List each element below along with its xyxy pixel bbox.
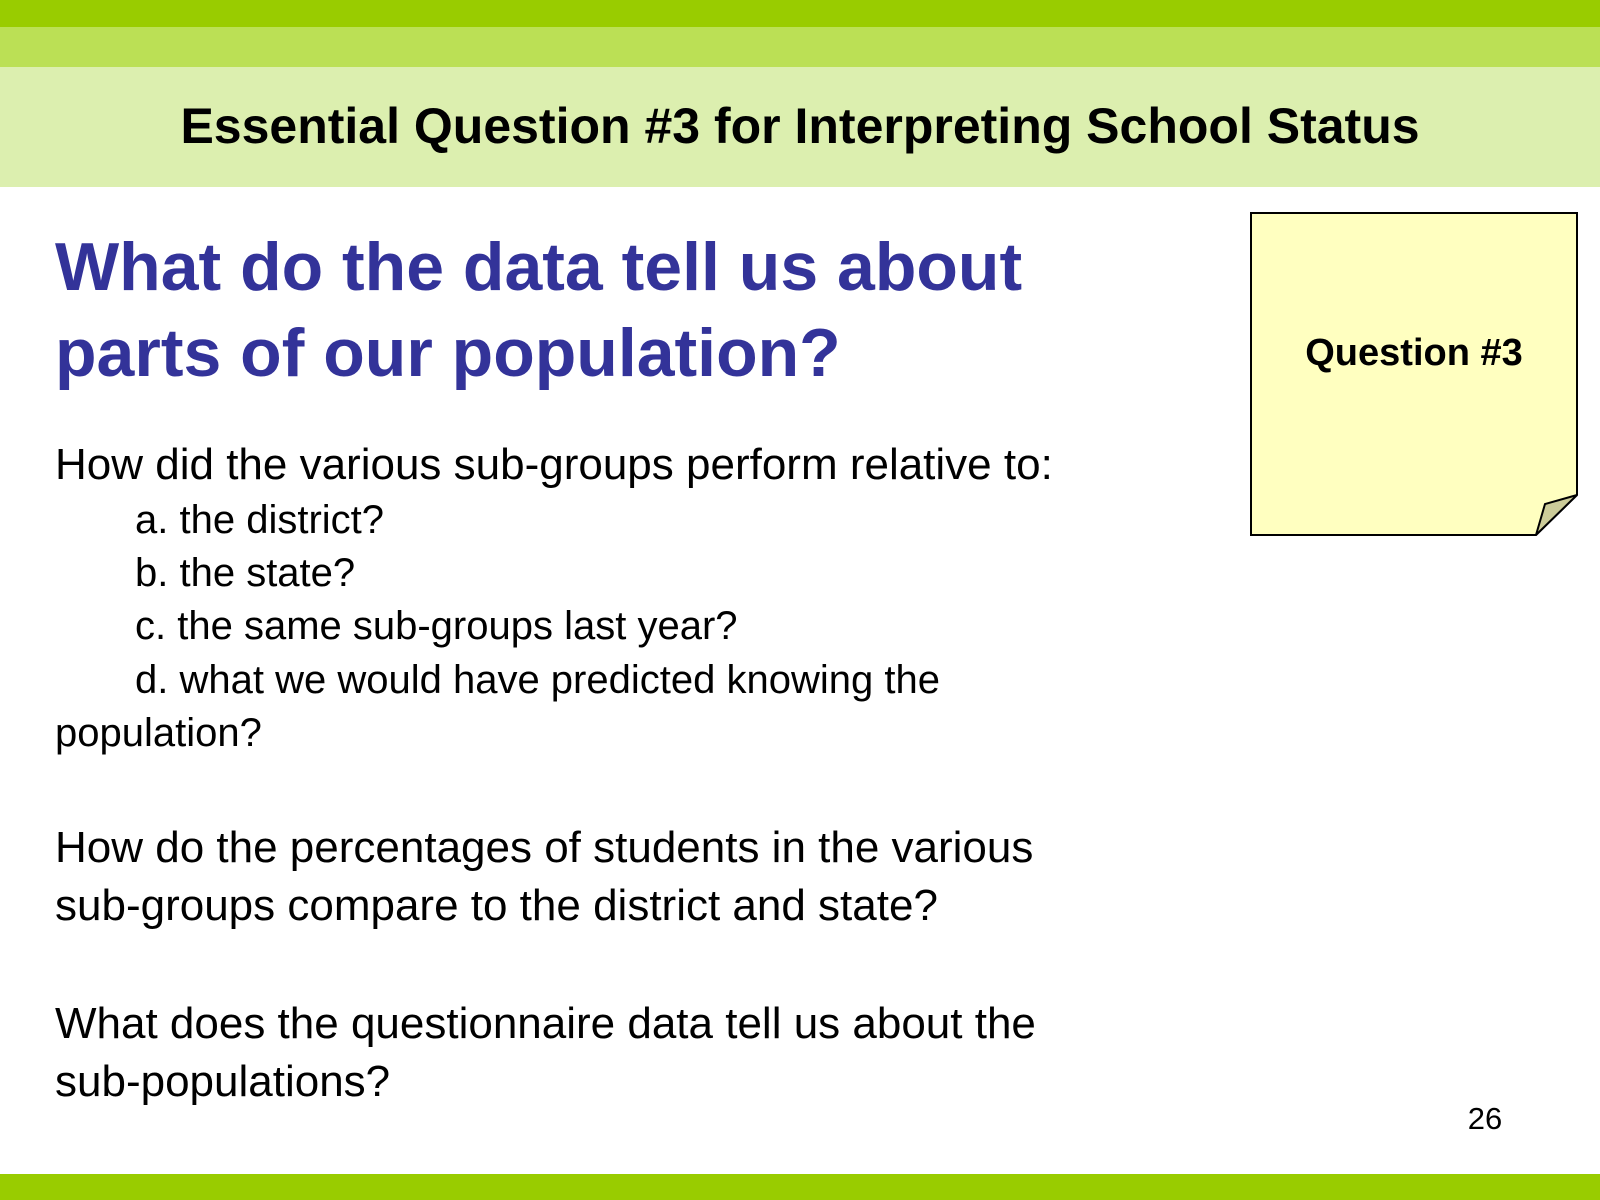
question-2-line-2: sub-groups compare to the district and s… — [55, 881, 938, 930]
top-accent-band — [0, 0, 1600, 27]
header-band — [0, 67, 1600, 187]
question-1-item-d: d. what we would have predicted knowing … — [135, 658, 940, 702]
question-1-item-a: a. the district? — [135, 498, 385, 542]
sticky-note-folded-corner — [1533, 494, 1578, 539]
question-3-line-2: sub-populations? — [55, 1057, 391, 1106]
main-heading-line-1: What do the data tell us about — [55, 229, 1023, 305]
sticky-note-shape — [1250, 212, 1578, 539]
top-secondary-band — [0, 27, 1600, 67]
question-3-line-1: What does the questionnaire data tell us… — [55, 999, 1036, 1048]
question-2-line-1: How do the percentages of students in th… — [55, 823, 1034, 872]
main-heading-line-2: parts of our population? — [55, 315, 841, 391]
sticky-note-label: Question #3 — [1305, 332, 1523, 374]
slide-title: Essential Question #3 for Interpreting S… — [180, 98, 1420, 154]
question-1-item-b: b. the state? — [135, 551, 356, 595]
question-1-intro: How did the various sub-groups perform r… — [55, 440, 1053, 489]
question-1-item-c: c. the same sub-groups last year? — [135, 604, 738, 648]
sticky-note — [1250, 212, 1578, 539]
main-heading: What do the data tell us about parts of … — [55, 224, 1195, 396]
question-1-item-d-continuation: population? — [55, 711, 262, 755]
page-number: 26 — [1467, 1101, 1503, 1136]
bottom-accent-band — [0, 1174, 1600, 1200]
